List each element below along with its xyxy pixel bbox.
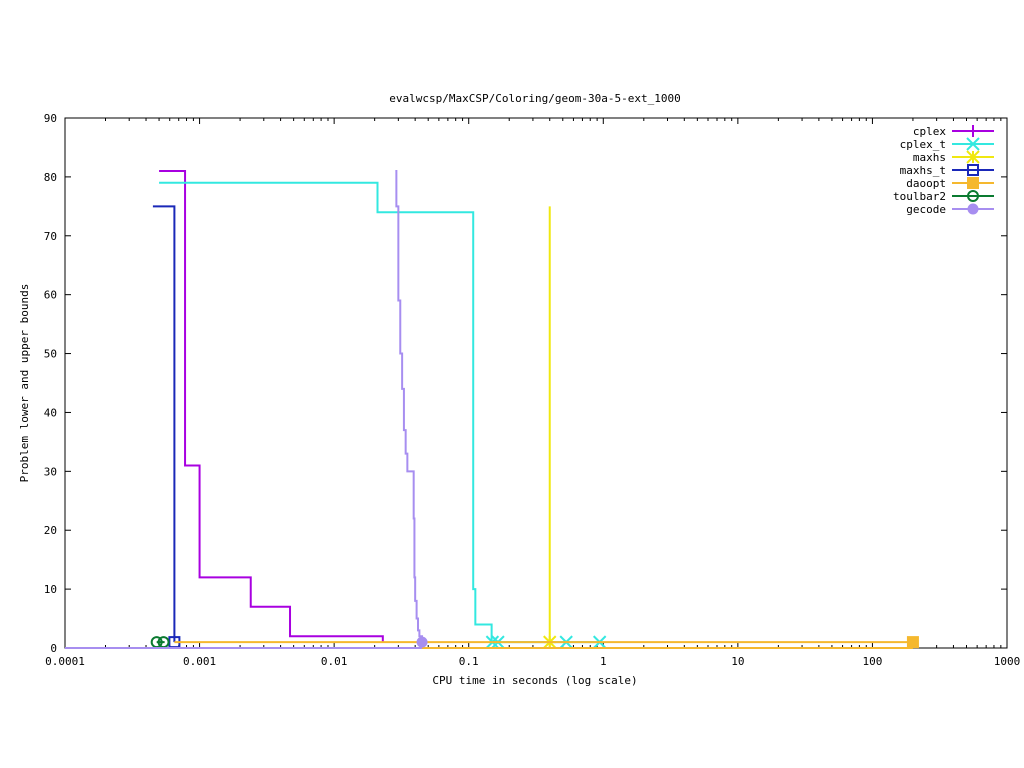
y-tick-label: 50: [44, 348, 57, 361]
legend-item-maxhs_t: maxhs_t: [900, 164, 994, 177]
legend-marker: [967, 125, 979, 137]
y-tick-label: 90: [44, 112, 57, 125]
y-tick-label: 60: [44, 289, 57, 302]
data-point: [416, 636, 428, 648]
x-axis-label: CPU time in seconds (log scale): [432, 674, 637, 687]
series-toulbar2: [65, 636, 170, 649]
x-tick-label: 0.0001: [45, 655, 85, 668]
legend-marker: [967, 190, 979, 202]
series-gecode: [65, 170, 428, 649]
legend-label: maxhs: [913, 151, 946, 164]
legend-label: toulbar2: [893, 190, 946, 203]
x-tick-label: 10: [731, 655, 744, 668]
y-tick-label: 20: [44, 524, 57, 537]
axis-ticks: 0.0001 0.001 0.01 0.1 1 10 100 1000 0 10 20 30 40 50 6…: [44, 112, 1021, 668]
series-upper-line: [159, 170, 384, 643]
legend-label: gecode: [906, 203, 946, 216]
x-tick-label: 100: [862, 655, 882, 668]
legend-item-toulbar2: toulbar2: [893, 190, 994, 203]
series-upper-line: [159, 181, 600, 644]
legend-item-cplex_t: cplex_t: [900, 137, 994, 151]
legend-item-daoopt: daoopt: [906, 177, 994, 190]
legend-item-maxhs: maxhs: [913, 150, 994, 164]
plot-frame: [64, 117, 1008, 649]
x-tick-label: 0.1: [459, 655, 479, 668]
series-maxhs: [543, 206, 557, 649]
legend-marker: [967, 177, 979, 189]
series-cplex_t: [65, 181, 607, 649]
legend-label: daoopt: [906, 177, 946, 190]
x-tick-label: 1: [600, 655, 607, 668]
legend-item-cplex: cplex: [913, 125, 994, 138]
series-upper-line: [395, 170, 424, 643]
legend-marker: [966, 150, 980, 164]
legend-marker: [967, 203, 979, 215]
x-tick-label: 0.01: [321, 655, 348, 668]
legend-label: maxhs_t: [900, 164, 946, 177]
x-tick-label: 0.001: [183, 655, 216, 668]
legend-marker: [967, 164, 979, 176]
y-tick-label: 80: [44, 171, 57, 184]
series-upper-line: [152, 205, 176, 643]
data-point: [906, 636, 919, 649]
y-tick-label: 0: [50, 642, 57, 655]
legend-label: cplex_t: [900, 138, 946, 151]
y-tick-label: 40: [44, 406, 57, 419]
y-axis-label: Problem lower and upper bounds: [18, 284, 31, 483]
legend-item-gecode: gecode: [906, 203, 994, 216]
x-tick-label: 1000: [994, 655, 1021, 668]
legend: cplexcplex_tmaxhsmaxhs_tdaoopttoulbar2ge…: [893, 125, 994, 216]
series-layer: [65, 170, 919, 649]
y-tick-label: 30: [44, 465, 57, 478]
chart-title: evalwcsp/MaxCSP/Coloring/geom-30a-5-ext_…: [389, 92, 680, 105]
legend-marker: [966, 137, 980, 151]
series-maxhs_t: [65, 205, 181, 649]
y-tick-label: 10: [44, 583, 57, 596]
legend-label: cplex: [913, 125, 946, 138]
y-tick-label: 70: [44, 230, 57, 243]
series-cplex: [65, 170, 384, 649]
